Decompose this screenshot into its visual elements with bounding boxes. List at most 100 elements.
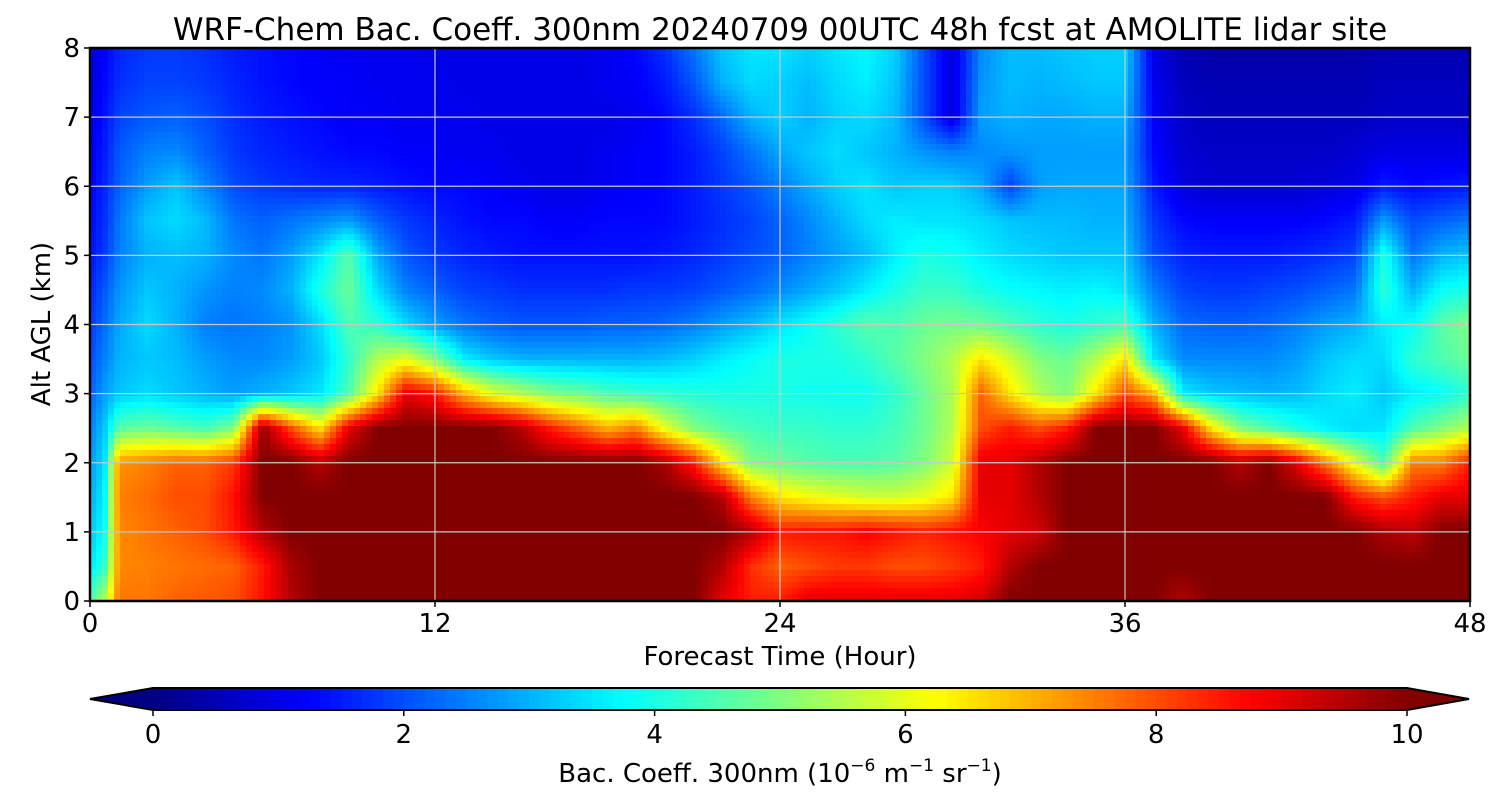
field-cell — [1236, 126, 1243, 133]
field-cell — [1038, 162, 1045, 169]
field-cell — [882, 54, 889, 61]
field-cell — [426, 156, 433, 163]
field-cell — [252, 132, 259, 139]
field-cell — [354, 132, 361, 139]
field-cell — [1110, 120, 1117, 127]
field-cell — [1194, 132, 1201, 139]
field-cell — [426, 90, 433, 97]
field-cell — [414, 144, 421, 151]
field-cell — [126, 132, 133, 139]
field-cell — [1386, 84, 1393, 91]
field-cell — [750, 60, 757, 67]
field-cell — [1266, 132, 1273, 139]
field-cell — [168, 138, 175, 145]
field-cell — [1290, 138, 1297, 145]
field-cell — [414, 96, 421, 103]
field-cell — [1368, 60, 1375, 67]
field-cell — [420, 90, 427, 97]
field-cell — [222, 72, 229, 79]
field-cell — [1146, 84, 1153, 91]
field-cell — [1116, 168, 1123, 175]
field-cell — [1218, 54, 1225, 61]
field-cell — [1290, 132, 1297, 139]
field-cell — [1260, 66, 1267, 73]
field-cell — [612, 90, 619, 97]
field-cell — [960, 126, 967, 133]
field-cell — [738, 90, 745, 97]
field-cell — [864, 60, 871, 67]
field-cell — [576, 72, 583, 79]
field-cell — [726, 168, 733, 175]
field-cell — [1266, 162, 1273, 169]
field-cell — [342, 102, 349, 109]
field-cell — [714, 174, 721, 181]
field-cell — [414, 168, 421, 175]
field-cell — [168, 174, 175, 181]
field-cell — [414, 138, 421, 145]
field-cell — [372, 78, 379, 85]
field-cell — [1200, 138, 1207, 145]
field-cell — [666, 54, 673, 61]
field-cell — [1230, 90, 1237, 97]
field-cell — [582, 156, 589, 163]
field-cell — [1320, 48, 1327, 55]
field-cell — [942, 60, 949, 67]
field-cell — [948, 102, 955, 109]
field-cell — [282, 90, 289, 97]
field-cell — [1158, 54, 1165, 61]
field-cell — [1170, 126, 1177, 133]
field-cell — [1188, 48, 1195, 55]
field-cell — [696, 84, 703, 91]
field-cell — [714, 156, 721, 163]
field-cell — [786, 162, 793, 169]
field-cell — [804, 108, 811, 115]
field-cell — [996, 84, 1003, 91]
field-cell — [1128, 48, 1135, 55]
field-cell — [444, 108, 451, 115]
field-cell — [1398, 96, 1405, 103]
field-cell — [690, 60, 697, 67]
field-cell — [372, 156, 379, 163]
field-cell — [570, 96, 577, 103]
field-cell — [474, 150, 481, 157]
field-cell — [822, 66, 829, 73]
field-cell — [1218, 168, 1225, 175]
field-cell — [1020, 60, 1027, 67]
field-cell — [1098, 144, 1105, 151]
field-cell — [1014, 138, 1021, 145]
field-cell — [1116, 60, 1123, 67]
field-cell — [1458, 96, 1465, 103]
field-cell — [1038, 144, 1045, 151]
field-cell — [1170, 102, 1177, 109]
field-cell — [762, 162, 769, 169]
field-cell — [372, 72, 379, 79]
field-cell — [192, 102, 199, 109]
field-cell — [138, 108, 145, 115]
field-cell — [1176, 144, 1183, 151]
field-cell — [270, 66, 277, 73]
field-cell — [738, 84, 745, 91]
field-cell — [504, 120, 511, 127]
field-cell — [876, 90, 883, 97]
field-cell — [858, 108, 865, 115]
field-cell — [618, 48, 625, 55]
field-cell — [960, 138, 967, 145]
field-cell — [402, 108, 409, 115]
field-cell — [1260, 138, 1267, 145]
field-cell — [1008, 150, 1015, 157]
field-cell — [726, 60, 733, 67]
field-cell — [816, 126, 823, 133]
field-cell — [642, 174, 649, 181]
field-cell — [1002, 90, 1009, 97]
field-cell — [654, 102, 661, 109]
field-cell — [108, 54, 115, 61]
field-cell — [366, 96, 373, 103]
field-cell — [876, 138, 883, 145]
field-cell — [1152, 132, 1159, 139]
field-cell — [1248, 150, 1255, 157]
field-cell — [156, 132, 163, 139]
field-cell — [1446, 168, 1453, 175]
field-cell — [1206, 156, 1213, 163]
field-cell — [282, 174, 289, 181]
field-cell — [342, 126, 349, 133]
